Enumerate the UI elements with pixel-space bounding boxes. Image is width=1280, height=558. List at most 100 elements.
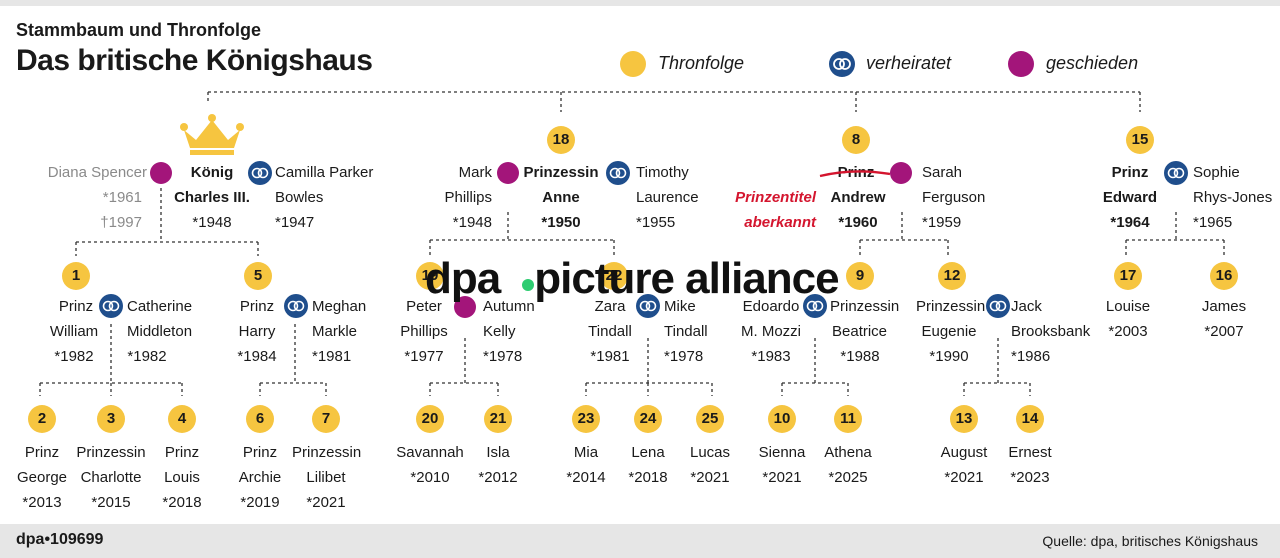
athena-name: Athena bbox=[824, 444, 872, 461]
succession-badge-eugenie: 12 bbox=[938, 262, 966, 290]
legend-married-icon bbox=[829, 51, 855, 77]
autumn-name2: Kelly bbox=[483, 323, 516, 340]
mia-birth: *2014 bbox=[566, 469, 606, 486]
timothy-name2: Laurence bbox=[636, 189, 699, 206]
jack-birth: *1986 bbox=[1011, 348, 1051, 365]
crown-icon bbox=[180, 114, 244, 155]
autumn-birth: *1978 bbox=[483, 348, 523, 365]
legend-divorced-dot bbox=[1008, 51, 1034, 77]
meghan-name: Meghan bbox=[312, 298, 367, 315]
harry-birth: *1984 bbox=[237, 348, 277, 365]
anne-title: Prinzessin bbox=[523, 164, 599, 181]
succession-badge-anne: 18 bbox=[547, 126, 575, 154]
succession-badge-beatrice: 9 bbox=[846, 262, 874, 290]
peter-birth: *1977 bbox=[404, 348, 444, 365]
sienna-name: Sienna bbox=[758, 444, 806, 461]
edoardo-name: Edoardo bbox=[742, 298, 800, 315]
athena-birth: *2025 bbox=[828, 469, 868, 486]
lena-birth: *2018 bbox=[628, 469, 668, 486]
william-name: William bbox=[49, 323, 99, 340]
catherine-name2: Middleton bbox=[127, 323, 193, 340]
married-icon-harry-meghan bbox=[284, 294, 308, 318]
louis-title: Prinz bbox=[164, 444, 200, 461]
succession-badge-charlotte: 3 bbox=[97, 405, 125, 433]
charles-birth: *1948 bbox=[192, 214, 232, 231]
james-name: James bbox=[1201, 298, 1247, 315]
autumn-name: Autumn bbox=[483, 298, 535, 315]
isla-birth: *2012 bbox=[478, 469, 518, 486]
sarah-name: Sarah bbox=[922, 164, 963, 181]
harry-name: Harry bbox=[238, 323, 276, 340]
married-icon-edward-sophie bbox=[1164, 161, 1188, 185]
succession-badge-isla: 21 bbox=[484, 405, 512, 433]
august-name: August bbox=[940, 444, 988, 461]
title-strike-icon bbox=[819, 170, 891, 178]
succession-badge-athena: 11 bbox=[834, 405, 862, 433]
eugenie-title: Prinzessin bbox=[916, 298, 986, 315]
mike-birth: *1978 bbox=[664, 348, 704, 365]
meghan-birth: *1981 bbox=[312, 348, 352, 365]
succession-badge-mia: 23 bbox=[572, 405, 600, 433]
george-name: George bbox=[16, 469, 68, 486]
charlotte-birth: *2015 bbox=[91, 494, 131, 511]
succession-badge-george: 2 bbox=[28, 405, 56, 433]
diana-death: †1997 bbox=[100, 214, 142, 231]
jack-name: Jack bbox=[1011, 298, 1042, 315]
camilla-name: Camilla Parker bbox=[275, 164, 374, 181]
mark-name2: Phillips bbox=[444, 189, 492, 206]
succession-badge-louise: 17 bbox=[1114, 262, 1142, 290]
sienna-birth: *2021 bbox=[762, 469, 802, 486]
succession-badge-louis: 4 bbox=[168, 405, 196, 433]
sophie-birth: *1965 bbox=[1193, 214, 1233, 231]
footer-code: dpa•109699 bbox=[16, 531, 104, 548]
mike-name2: Tindall bbox=[664, 323, 708, 340]
succession-badge-william: 1 bbox=[62, 262, 90, 290]
mark-name: Mark bbox=[458, 164, 492, 181]
zara-name2: Tindall bbox=[588, 323, 632, 340]
edward-title: Prinz bbox=[1111, 164, 1149, 181]
archie-title: Prinz bbox=[242, 444, 278, 461]
top-bar bbox=[0, 0, 1280, 6]
watermark-left: dpa bbox=[425, 254, 501, 303]
legend-divorced-label: geschieden bbox=[1046, 53, 1139, 73]
succession-badge-lucas: 25 bbox=[696, 405, 724, 433]
george-birth: *2013 bbox=[22, 494, 62, 511]
lilibet-title: Prinzessin bbox=[292, 444, 362, 461]
succession-badge-edward: 15 bbox=[1126, 126, 1154, 154]
isla-name: Isla bbox=[486, 444, 510, 461]
married-icon-beatrice-edoardo bbox=[803, 294, 827, 318]
lucas-birth: *2021 bbox=[690, 469, 730, 486]
louise-name: Louise bbox=[1105, 298, 1151, 315]
savannah-name: Savannah bbox=[396, 444, 464, 461]
andrew-name: Andrew bbox=[830, 189, 886, 206]
succession-badge-savannah: 20 bbox=[416, 405, 444, 433]
william-title: Prinz bbox=[58, 298, 94, 315]
beatrice-birth: *1988 bbox=[840, 348, 880, 365]
sarah-birth: *1959 bbox=[922, 214, 962, 231]
diana-birth: *1961 bbox=[102, 189, 142, 206]
anne-birth: *1950 bbox=[541, 214, 581, 231]
william-birth: *1982 bbox=[54, 348, 94, 365]
watermark: dpa picture alliance bbox=[425, 254, 840, 304]
camilla-name2: Bowles bbox=[275, 189, 324, 206]
charles-name: Charles III. bbox=[174, 189, 250, 206]
lucas-name: Lucas bbox=[689, 444, 731, 461]
peter-name2: Phillips bbox=[400, 323, 448, 340]
archie-name: Archie bbox=[238, 469, 282, 486]
succession-badge-peter: 19 bbox=[416, 262, 444, 290]
married-icon-anne-timothy bbox=[606, 161, 630, 185]
catherine-birth: *1982 bbox=[127, 348, 167, 365]
lena-name: Lena bbox=[631, 444, 665, 461]
legend-succession-label: Thronfolge bbox=[658, 53, 745, 73]
divorced-dot-anne-mark bbox=[497, 162, 519, 184]
timothy-name: Timothy bbox=[636, 164, 689, 181]
louis-birth: *2018 bbox=[162, 494, 202, 511]
succession-badge-lilibet: 7 bbox=[312, 405, 340, 433]
lilibet-name: Lilibet bbox=[306, 469, 346, 486]
archie-birth: *2019 bbox=[240, 494, 280, 511]
married-icon-zara-mike bbox=[636, 294, 660, 318]
james-birth: *2007 bbox=[1204, 323, 1244, 340]
divorced-dot-charles-diana bbox=[150, 162, 172, 184]
married-icon-eugenie-jack bbox=[986, 294, 1010, 318]
